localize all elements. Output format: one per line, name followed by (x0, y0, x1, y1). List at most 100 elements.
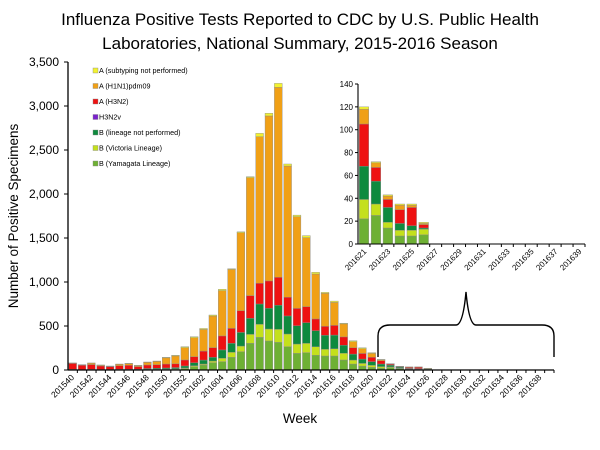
y-tick-label: 0 (52, 363, 59, 377)
y-tick-label: 3,000 (29, 99, 59, 113)
bar-segment (320, 293, 330, 327)
bar-segment (376, 363, 386, 367)
bar-segment (162, 357, 171, 365)
bar-segment (339, 359, 348, 371)
bar-segment (330, 334, 339, 349)
bar-segment (199, 329, 208, 352)
bar-segment (274, 83, 283, 88)
bar-segment (274, 277, 283, 306)
bar-segment (339, 336, 348, 346)
bar-segment (264, 280, 274, 309)
inset-bar-segment (406, 203, 417, 206)
bar-segment (236, 345, 246, 352)
bar-segment (180, 365, 189, 369)
inset-bar-segment (370, 162, 381, 168)
bar-segment (77, 364, 87, 370)
bar-segment (330, 325, 339, 336)
bar-segment (190, 356, 199, 363)
legend-label: B (Victoria Lineage) (99, 144, 162, 153)
inset-y-tick-label: 0 (349, 240, 354, 249)
bar-segment (236, 351, 246, 371)
bar-segment (348, 359, 358, 365)
bar-segment (292, 308, 302, 326)
bar-segment (246, 295, 255, 319)
inset-bar-segment (370, 180, 381, 205)
bar-segment (246, 334, 255, 344)
bar-segment (246, 176, 255, 178)
bar-segment (133, 366, 143, 370)
bar-segment (199, 328, 208, 330)
bar-segment (367, 357, 376, 362)
bar-segment (283, 297, 292, 317)
bar-segment (246, 318, 255, 335)
inset-y-tick-label: 20 (344, 217, 353, 226)
bar-segment (358, 348, 367, 354)
inset-bar-segment (358, 108, 369, 125)
inset-bar-segment (358, 218, 369, 245)
inset-bar-segment (418, 222, 429, 224)
bar-segment (255, 324, 264, 338)
bar-segment (264, 328, 274, 342)
bar-segment (68, 363, 77, 370)
bar-segment (339, 353, 348, 361)
bar-segment (320, 335, 330, 350)
bar-segment (311, 355, 320, 371)
inset-bar-segment (406, 207, 417, 226)
chart-title-line-1: Influenza Positive Tests Reported to CDC… (61, 10, 539, 29)
inset-x-tick-label: 201625 (391, 247, 417, 273)
bar-segment (311, 346, 320, 356)
bar-segment (292, 214, 302, 217)
bar-segment (208, 362, 217, 371)
bar-segment (208, 357, 217, 362)
bar-segment (190, 336, 199, 338)
bar-segment (218, 290, 227, 337)
inset-bar-segment (394, 235, 405, 245)
bar-segment (292, 216, 302, 309)
bar-segment (264, 113, 274, 117)
bar-segment (320, 292, 330, 294)
bar-segment (274, 305, 283, 330)
bar-segment (218, 358, 227, 362)
bar-segment (302, 235, 311, 238)
legend-label: H3N2v (99, 113, 121, 122)
inset-brace-annotation (377, 291, 555, 357)
bar-segment (105, 366, 115, 370)
inset-bar-segment (394, 203, 405, 206)
bar-segment (358, 353, 367, 360)
bar-segment (227, 269, 236, 329)
inset-y-tick-label: 100 (340, 126, 354, 135)
bar-segment (227, 343, 236, 353)
x-axis-title: Week (283, 411, 318, 426)
bar-segment (236, 231, 246, 234)
bar-segment (292, 353, 302, 371)
bar-segment (227, 268, 236, 270)
bar-segment (124, 363, 133, 366)
bar-segment (255, 283, 264, 305)
y-axis-title: Number of Positive Specimens (6, 123, 21, 308)
bar-segment (348, 347, 358, 355)
y-tick-label: 1,500 (29, 231, 59, 245)
inset-bar-segment (394, 209, 405, 224)
inset-bar-segment (406, 225, 417, 231)
bar-segment (339, 322, 348, 325)
bar-segment (227, 328, 236, 344)
bar-segment (143, 364, 152, 369)
inset-x-tick-label: 201635 (510, 247, 536, 273)
inset-bar-segment (370, 215, 381, 245)
inset-bar-segment (382, 207, 393, 223)
bar-segment (218, 289, 227, 291)
bar-segment (180, 346, 189, 348)
bar-segment (190, 337, 199, 357)
bar-segment (311, 272, 320, 275)
bar-segment (302, 322, 311, 344)
bar-segment (255, 133, 264, 137)
y-tick-label: 2,500 (29, 143, 59, 157)
bar-segment (246, 343, 255, 371)
inset-bar-segment (394, 223, 405, 231)
bar-segment (264, 340, 274, 371)
bar-segment (367, 353, 376, 358)
legend-swatch (92, 83, 99, 89)
inset-bar-segment (418, 224, 429, 229)
